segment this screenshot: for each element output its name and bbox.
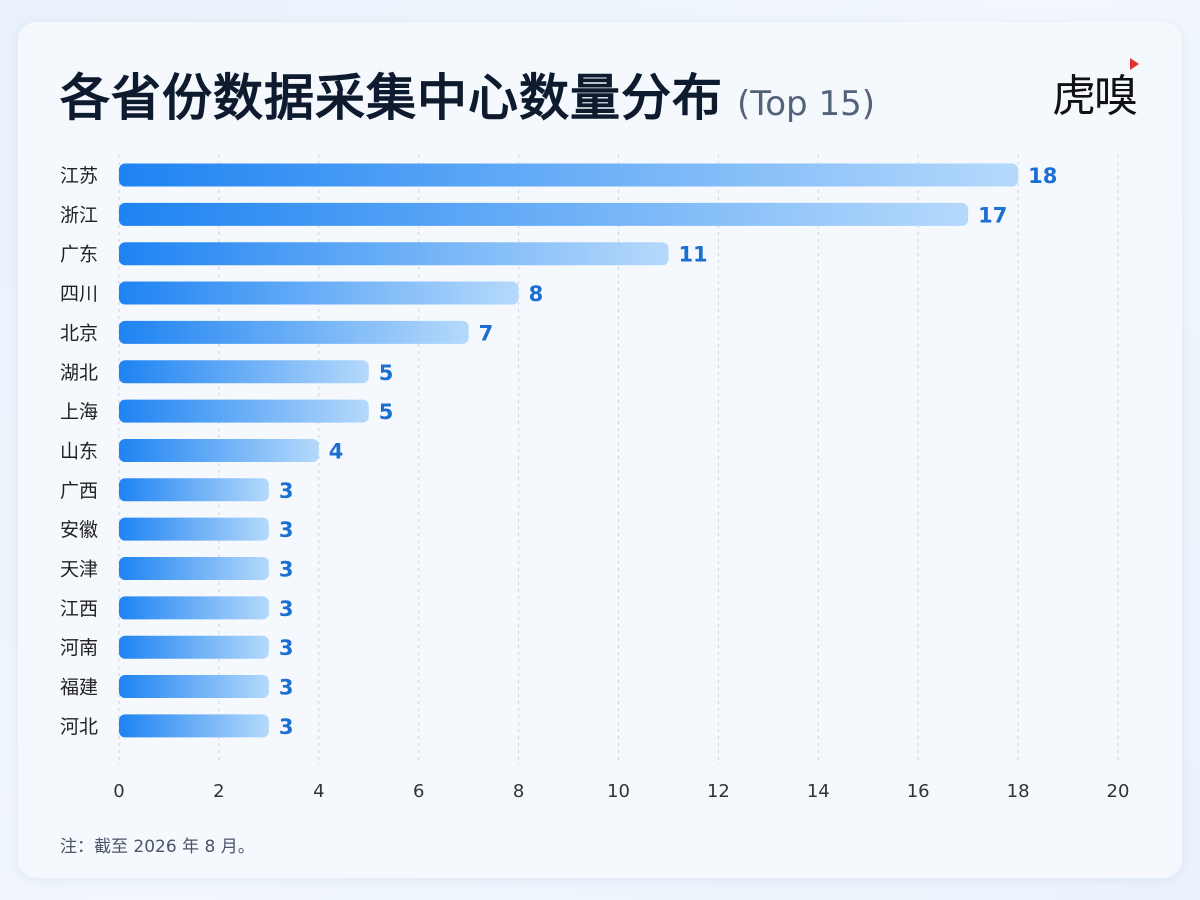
bar: [119, 557, 269, 580]
bar: [119, 635, 269, 659]
value-label: 3: [279, 676, 294, 700]
x-tick-label: 12: [707, 781, 730, 802]
x-tick-label: 6: [413, 781, 424, 802]
x-tick-label: 20: [1107, 781, 1130, 802]
category-label: 上海: [60, 401, 98, 423]
value-label: 5: [379, 361, 394, 385]
value-label: 8: [529, 282, 544, 306]
value-label: 4: [329, 439, 344, 463]
value-label: 11: [678, 243, 707, 267]
bar: [119, 675, 269, 699]
bar: [119, 360, 369, 384]
bar: [119, 399, 369, 423]
bar: [119, 202, 969, 226]
chart-title: 各省份数据采集中心数量分布: [60, 69, 723, 127]
x-tick-label: 16: [907, 781, 930, 802]
category-label: 北京: [60, 322, 98, 344]
value-label: 3: [279, 636, 294, 660]
x-tick-label: 0: [113, 781, 124, 802]
x-tick-label: 8: [513, 781, 524, 802]
category-label: 安徽: [60, 519, 98, 541]
bar: [119, 438, 319, 462]
x-tick-label: 18: [1007, 781, 1030, 802]
x-tick-label: 10: [607, 781, 630, 802]
category-label: 天津: [60, 559, 98, 581]
brand-logo: 虎嗅: [1052, 56, 1152, 122]
bar: [119, 714, 269, 738]
category-label: 福建: [60, 677, 98, 699]
value-label: 3: [279, 597, 294, 621]
value-label: 3: [279, 518, 294, 542]
value-label: 7: [479, 321, 494, 345]
footnote: 注：截至 2026 年 8 月。: [60, 837, 255, 857]
value-label: 17: [978, 203, 1007, 227]
x-tick-label: 4: [313, 781, 324, 802]
title-row: 各省份数据采集中心数量分布 (Top 15): [60, 58, 875, 134]
x-tick-label: 2: [213, 781, 224, 802]
category-label: 浙江: [60, 204, 98, 226]
category-label: 江西: [60, 598, 98, 620]
bar: [119, 163, 1019, 187]
brand-logo-text: 虎嗅: [1052, 71, 1138, 122]
category-label: 山东: [60, 440, 98, 462]
category-label: 广东: [60, 244, 98, 266]
category-label: 广西: [60, 480, 98, 502]
bar: [119, 242, 669, 266]
category-label: 湖北: [60, 362, 98, 384]
play-triangle-icon: [1130, 58, 1139, 70]
value-label: 3: [279, 479, 294, 503]
category-label: 河北: [60, 716, 98, 738]
bar: [119, 281, 519, 305]
category-label: 河南: [60, 637, 98, 659]
labels: 0 2 4 6 8 10 12 14 16 18 20 江苏 18 浙江 17 广东 11 四川 8 北京 7 湖北 5 上海…: [60, 164, 1129, 802]
bar: [119, 320, 469, 344]
value-label: 3: [279, 558, 294, 582]
category-label: 四川: [60, 283, 98, 305]
value-label: 5: [379, 400, 394, 424]
bar: [119, 596, 269, 620]
bar: [119, 478, 269, 502]
x-tick-label: 14: [807, 781, 830, 802]
category-label: 江苏: [60, 165, 98, 187]
value-label: 3: [279, 715, 294, 739]
bar: [119, 517, 269, 541]
value-label: 18: [1028, 164, 1057, 188]
bars: [119, 163, 1019, 738]
chart-subtitle: (Top 15): [737, 84, 875, 124]
